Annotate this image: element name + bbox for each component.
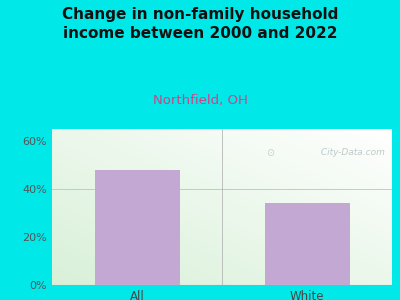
- Text: ⊙: ⊙: [266, 148, 274, 158]
- Bar: [94, 170, 180, 285]
- Bar: [264, 203, 350, 285]
- Text: City-Data.com: City-Data.com: [318, 148, 385, 157]
- Text: Northfield, OH: Northfield, OH: [152, 94, 248, 107]
- Text: Change in non-family household
income between 2000 and 2022: Change in non-family household income be…: [62, 8, 338, 41]
